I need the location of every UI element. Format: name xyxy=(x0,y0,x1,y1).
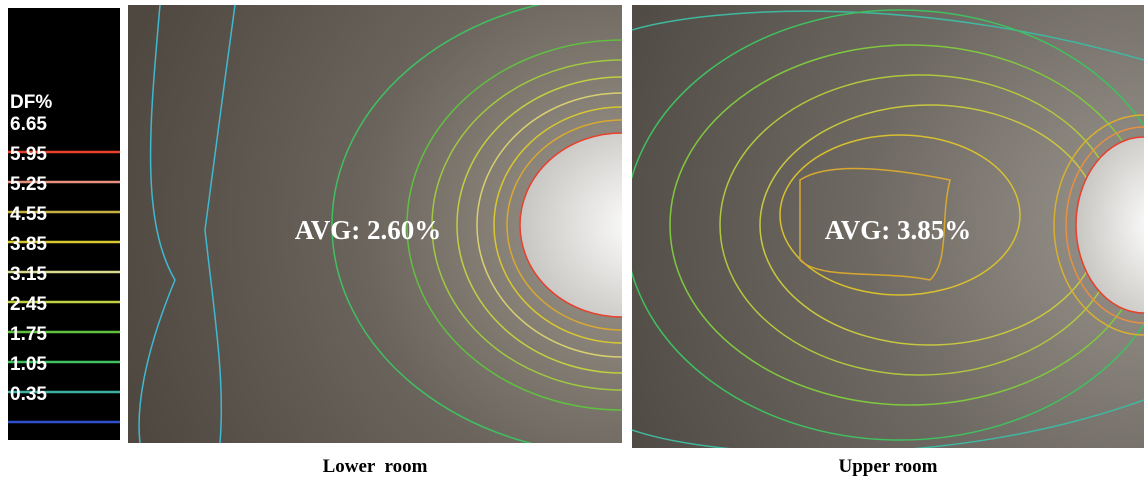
legend-label: 2.45 xyxy=(10,294,47,315)
legend-title: DF% xyxy=(10,92,52,113)
legend-label: 1.05 xyxy=(10,354,47,375)
caption: Lower room xyxy=(323,456,428,477)
caption: Upper room xyxy=(838,456,937,477)
legend-label: 4.55 xyxy=(10,204,47,225)
legend-label: 5.25 xyxy=(10,174,47,195)
figure: DF%6.65 5.95 5.25 4.55 3.85 3.15 2.45 1.75 1.05 0… xyxy=(0,0,1144,477)
avg-label: AVG: 2.60% xyxy=(295,215,442,245)
legend-label: 3.85 xyxy=(10,234,47,255)
legend-label: 3.15 xyxy=(10,264,47,285)
legend-label: 6.65 xyxy=(10,114,47,135)
legend-label: 5.95 xyxy=(10,144,47,165)
avg-label: AVG: 3.85% xyxy=(825,215,972,245)
legend-label: 1.75 xyxy=(10,324,47,345)
legend-label: 0.35 xyxy=(10,384,47,405)
